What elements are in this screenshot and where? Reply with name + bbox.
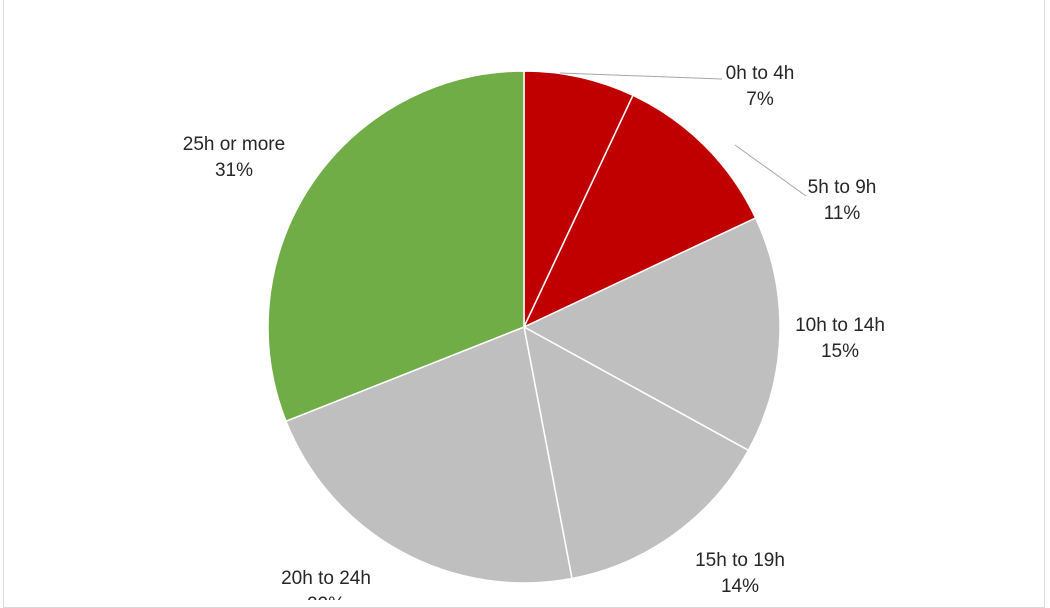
- data-label-value: 7%: [746, 89, 774, 110]
- data-label-category: 0h to 4h: [726, 63, 795, 84]
- data-label-category: 5h to 9h: [808, 177, 877, 198]
- data-label: 10h to 14h 15%: [795, 315, 885, 362]
- pie-slice-1: [522, 94, 757, 329]
- data-label-value: 15%: [821, 341, 859, 362]
- pie-slice-0: [523, 70, 634, 328]
- data-label-value: 11%: [824, 203, 861, 224]
- leader-line-0: [559, 72, 723, 80]
- data-label-category: 20h to 24h: [281, 568, 371, 589]
- data-label-category: 10h to 14h: [795, 315, 885, 336]
- leader-line-1: [734, 144, 807, 197]
- pie-slice-4: [285, 325, 573, 584]
- data-label: 5h to 9h 11%: [808, 177, 877, 224]
- pie-slice-2: [522, 217, 781, 452]
- pie-slice-3: [522, 325, 750, 580]
- data-label-value: 31%: [215, 160, 253, 181]
- data-label-value: 14%: [721, 576, 759, 597]
- data-label-value: 22%: [307, 594, 345, 600]
- data-label: 0h to 4h 7%: [726, 63, 795, 110]
- data-label: 25h or more 31%: [183, 134, 285, 181]
- data-label-category: 15h to 19h: [695, 550, 785, 571]
- data-label-category: 25h or more: [183, 134, 285, 155]
- data-label: 15h to 19h 14%: [695, 550, 785, 597]
- data-label: 20h to 24h 22%: [281, 568, 371, 600]
- pie-slice-5: [267, 70, 525, 423]
